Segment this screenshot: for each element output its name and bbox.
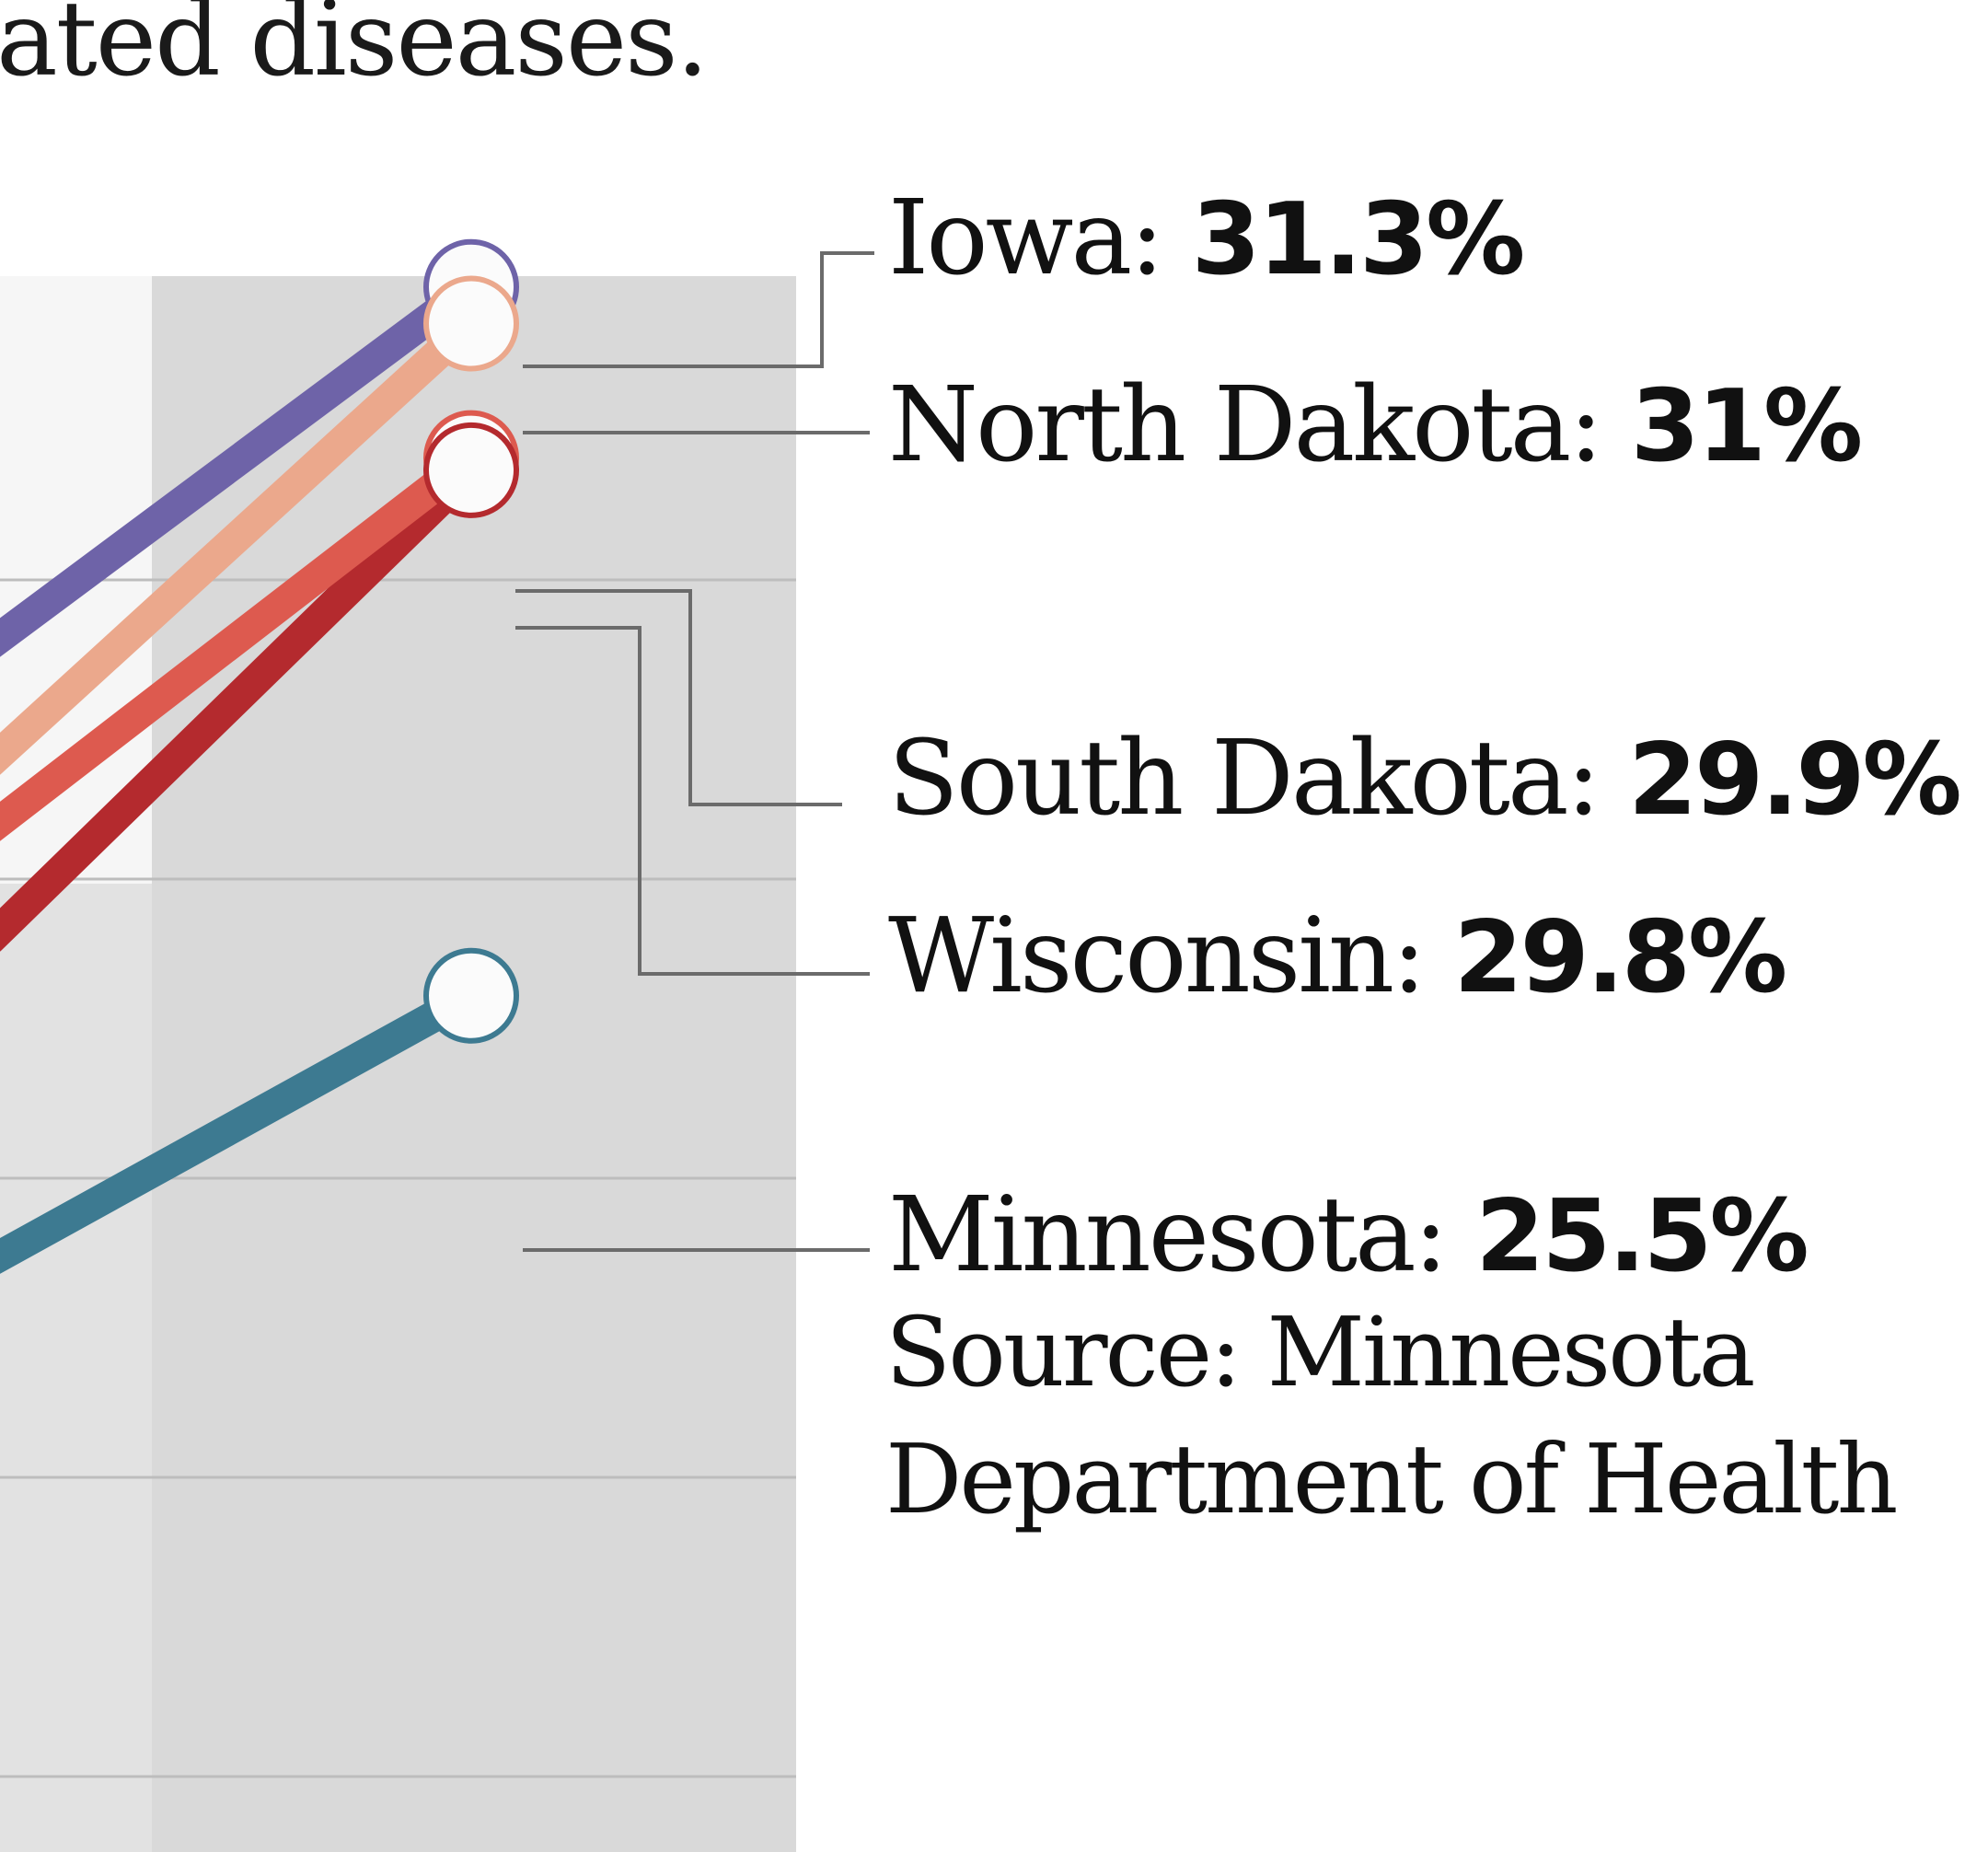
end-marker-north-dakota (423, 275, 519, 372)
series-label-north-dakota: North Dakota: 31% (888, 365, 1860, 485)
series-value-south-dakota: 29.9% (1628, 723, 1959, 838)
series-line-iowa (0, 271, 487, 657)
leader-line-iowa (523, 251, 874, 368)
series-name-minnesota: Minnesota: (888, 1175, 1475, 1295)
series-value-minnesota: 25.5% (1475, 1179, 1807, 1294)
series-line-wisconsin (0, 454, 487, 952)
end-marker-wisconsin (423, 422, 519, 518)
series-name-north-dakota: North Dakota: (888, 365, 1631, 485)
label-leader-lines (515, 251, 874, 1252)
source-note: Source: Minnesota Department of Health (885, 1296, 1898, 1535)
series-name-wisconsin: Wisconsin: (888, 897, 1454, 1016)
leader-line-wisconsin (515, 626, 870, 976)
series-value-north-dakota: 31% (1631, 369, 1861, 484)
series-label-minnesota: Minnesota: 25.5% (888, 1175, 1807, 1295)
series-value-wisconsin: 29.8% (1454, 900, 1786, 1015)
series-lines (0, 271, 487, 1274)
headline: ated diseases. (0, 0, 709, 99)
background-panel (152, 276, 796, 1852)
series-label-iowa: Iowa: 31.3% (888, 179, 1522, 298)
series-labels: Iowa: 31.3% North Dakota: 31% South Dakota… (888, 179, 1962, 1295)
series-line-minnesota (0, 979, 487, 1274)
series-name-south-dakota: South Dakota: (888, 719, 1628, 839)
series-value-iowa: 31.3% (1192, 182, 1523, 297)
series-end-markers (423, 238, 519, 1044)
series-label-south-dakota: South Dakota: 29.9% (888, 719, 1959, 839)
series-name-iowa: Iowa: (888, 179, 1192, 298)
series-label-wisconsin: Wisconsin: 29.8% (888, 897, 1785, 1016)
series-line-south-dakota (0, 442, 487, 841)
chart-gridlines (0, 578, 796, 1778)
end-marker-minnesota (423, 947, 519, 1044)
leader-line-south-dakota (515, 589, 842, 806)
series-line-north-dakota (0, 307, 487, 775)
